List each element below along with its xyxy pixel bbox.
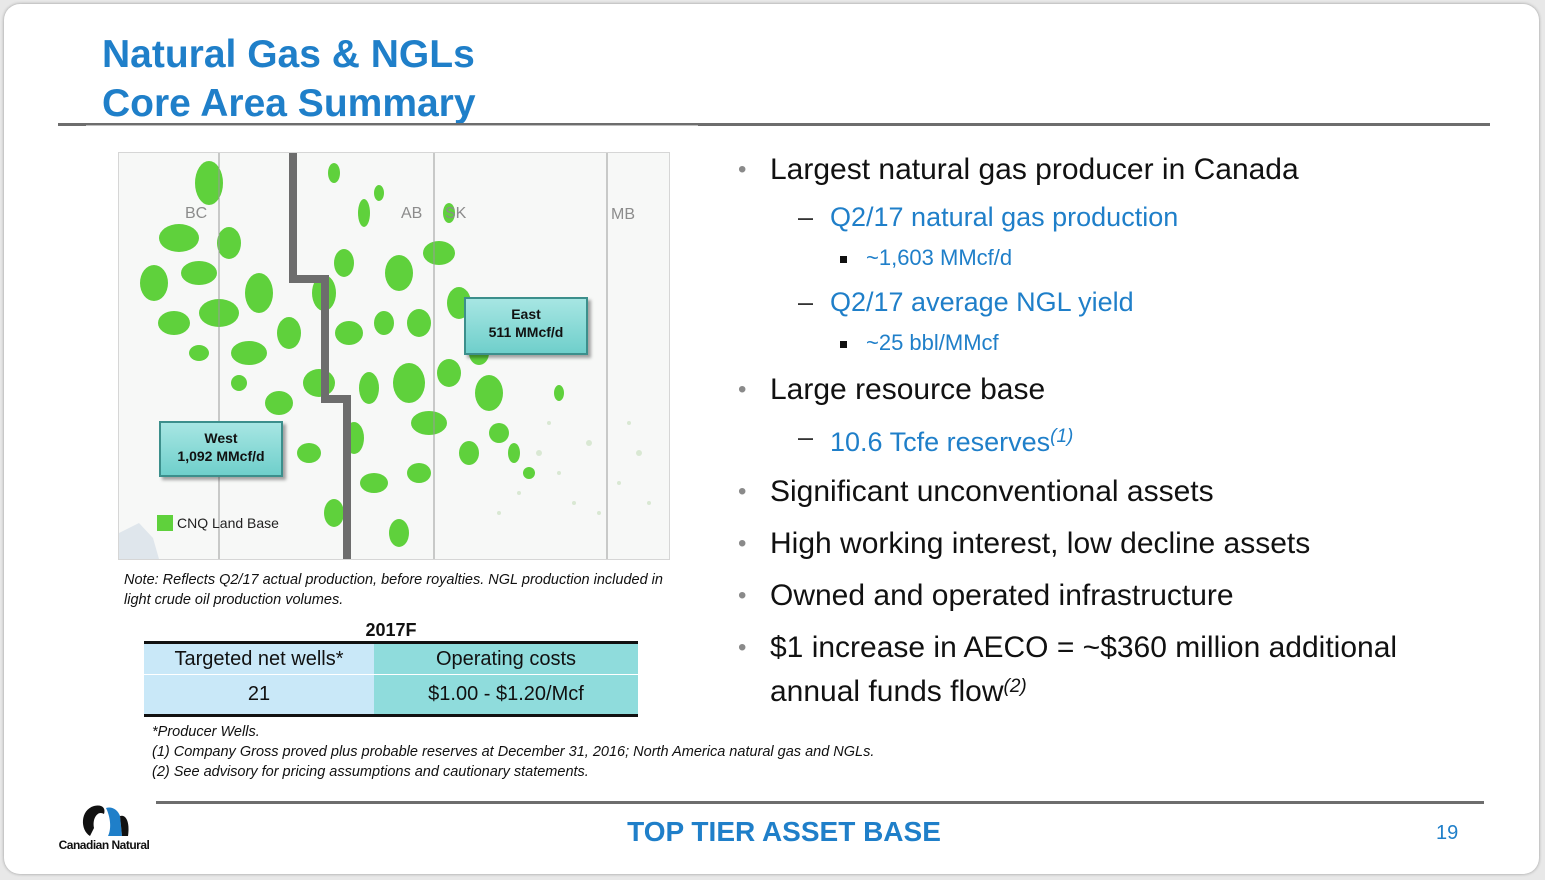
company-logo: Canadian Natural [50,800,158,856]
footnote-producer: *Producer Wells. [152,724,260,740]
bullet-largest-producer: Largest natural gas producer in Canada [734,150,1514,189]
footnotes: *Producer Wells. (1) Company Gross prove… [152,722,1032,782]
legend-label: CNQ Land Base [177,515,279,531]
page-title: Natural Gas & NGLs Core Area Summary [102,30,476,128]
province-label-ab: AB [401,205,423,222]
callout-west-label: West [204,430,238,446]
slide: Natural Gas & NGLs Core Area Summary [4,4,1539,874]
table-cell-wells: 21 [144,675,374,714]
logo-text: Canadian Natural [58,838,150,852]
title-line-1: Natural Gas & NGLs [102,33,475,76]
callout-east: East 511 MMcf/d [464,297,588,355]
bullet-ngl-yield-value: ~25 bbl/MMcf [734,328,1514,358]
province-borders [218,153,608,559]
light-land-dots [497,421,651,515]
title-rule-shadow [86,125,698,126]
bullet-list: Largest natural gas producer in Canada Q… [734,150,1514,711]
bullet-aeco-line-2-text: annual funds flow [770,675,1004,708]
title-line-2: Core Area Summary [102,82,476,125]
logo-mark-icon [82,805,129,836]
bullet-reserves-footnote: (1) [1050,426,1074,447]
footer-rule [156,801,1484,804]
map-note: Note: Reflects Q2/17 actual production, … [124,572,663,608]
footer-tagline: TOP TIER ASSET BASE [627,816,941,847]
title-rule [58,123,1490,126]
map-background [119,153,669,559]
page-number: 19 [1436,822,1459,844]
table-title: 2017F [365,620,417,640]
legend-swatch [157,515,173,531]
table-header-row: Targeted net wells* Operating costs [144,644,638,675]
land-base-map: BC AB SK MB East 511 MMcf/d West 1,092 M… [118,152,670,560]
table-row: 21 $1.00 - $1.20/Mcf [144,675,638,714]
bullet-aeco-line-2: annual funds flow(2) [770,667,1514,711]
province-label-mb: MB [611,206,635,223]
forecast-table: Targeted net wells* Operating costs 21 $… [144,641,638,717]
province-label-bc: BC [185,205,208,222]
bullet-gas-production-value: ~1,603 MMcf/d [734,243,1514,273]
bullet-resource-base: Large resource base [734,370,1514,409]
bullet-aeco-footnote: (2) [1003,676,1027,697]
bullet-reserves-text: 10.6 Tcfe reserves [830,427,1051,457]
bullet-reserves: 10.6 Tcfe reserves(1) [734,419,1514,460]
bullet-gas-production: Q2/17 natural gas production [734,199,1514,235]
bullet-working-interest: High working interest, low decline asset… [734,524,1514,563]
table-cell-costs: $1.00 - $1.20/Mcf [374,675,638,714]
bullet-unconventional: Significant unconventional assets [734,472,1514,511]
table-header-wells: Targeted net wells* [144,644,374,674]
footnote-1: (1) Company Gross proved plus probable r… [152,744,875,760]
callout-east-label: East [511,306,541,322]
footnote-2: (2) See advisory for pricing assumptions… [152,764,589,780]
bullet-infrastructure: Owned and operated infrastructure [734,576,1514,615]
callout-east-value: 511 MMcf/d [488,324,564,340]
callout-west: West 1,092 MMcf/d [159,421,283,477]
map-graphic [119,153,669,559]
table-header-costs: Operating costs [374,644,638,674]
province-label-sk: SK [445,205,467,222]
bullet-aeco: $1 increase in AECO = ~$360 million addi… [734,628,1514,711]
bullet-ngl-yield: Q2/17 average NGL yield [734,284,1514,320]
bullet-aeco-line-1: $1 increase in AECO = ~$360 million addi… [770,631,1398,664]
map-legend: CNQ Land Base [157,515,279,531]
callout-west-value: 1,092 MMcf/d [177,448,265,464]
